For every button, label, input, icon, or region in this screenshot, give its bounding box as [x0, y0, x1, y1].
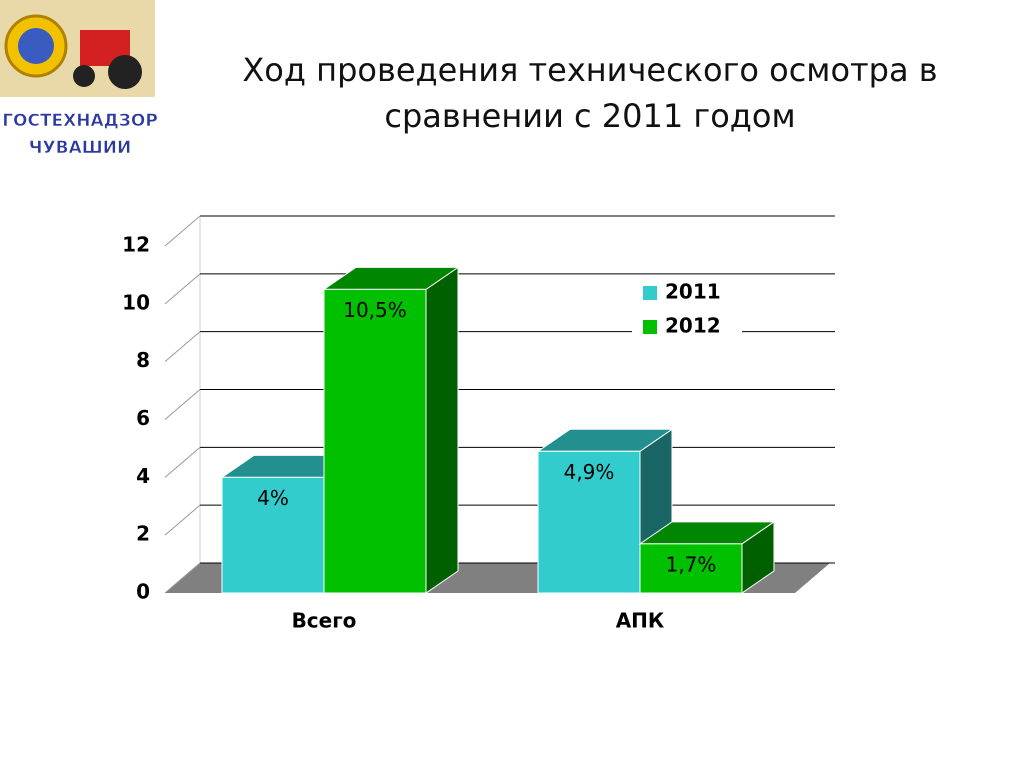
- y-tick-label: 4: [136, 464, 150, 488]
- bar-side: [425, 266, 459, 594]
- logo-emblem-center: [18, 28, 54, 64]
- chart-title-line-2: сравнении с 2011 годом: [384, 97, 795, 135]
- data-label: 4,9%: [564, 460, 615, 484]
- y-tick-label: 2: [136, 522, 150, 546]
- x-tick-label: АПК: [616, 609, 665, 633]
- logo: ГОСТЕХНАДЗОР ЧУВАШИИ: [0, 0, 158, 158]
- legend-label: 2011: [665, 280, 721, 304]
- bar: [537, 450, 641, 594]
- x-tick-label: Всего: [292, 609, 357, 633]
- y-tick-label: 8: [136, 348, 150, 372]
- grid-diagonal: [164, 273, 201, 305]
- grid-diagonal: [164, 504, 201, 536]
- grid-diagonal: [164, 562, 201, 594]
- title-line: Ход проведения технического осмотра в: [242, 51, 937, 89]
- data-label: 10,5%: [343, 298, 407, 322]
- legend-swatch: [643, 286, 657, 300]
- grid-diagonal: [164, 446, 201, 478]
- y-tick-label: 10: [122, 290, 150, 314]
- y-tick-label: 12: [122, 233, 150, 257]
- grid-diagonal: [164, 389, 201, 420]
- bar-group: 10,5%: [322, 266, 460, 594]
- y-tick-label: 0: [136, 580, 150, 604]
- bar-group: 1,7%: [638, 520, 776, 594]
- legend: 2011 2012: [632, 276, 742, 344]
- data-label: 1,7%: [666, 552, 717, 576]
- bar: [639, 543, 743, 594]
- logo-text: ЧУВАШИИ: [29, 138, 131, 158]
- chart-title: Ход проведения технического осмотра в: [242, 51, 937, 89]
- logo-text: ГОСТЕХНАДЗОР: [2, 111, 158, 131]
- title-line: сравнении с 2011 годом: [384, 97, 795, 135]
- legend-label: 2012: [665, 314, 721, 338]
- y-tick-label: 6: [136, 406, 150, 430]
- bar: [323, 288, 427, 594]
- legend-swatch: [643, 320, 657, 334]
- bar: [221, 476, 325, 594]
- data-label: 4%: [257, 486, 289, 510]
- grid-diagonal: [164, 331, 201, 363]
- logo-wheel: [108, 55, 142, 89]
- grid-diagonal: [164, 215, 201, 247]
- logo-wheel: [73, 65, 95, 87]
